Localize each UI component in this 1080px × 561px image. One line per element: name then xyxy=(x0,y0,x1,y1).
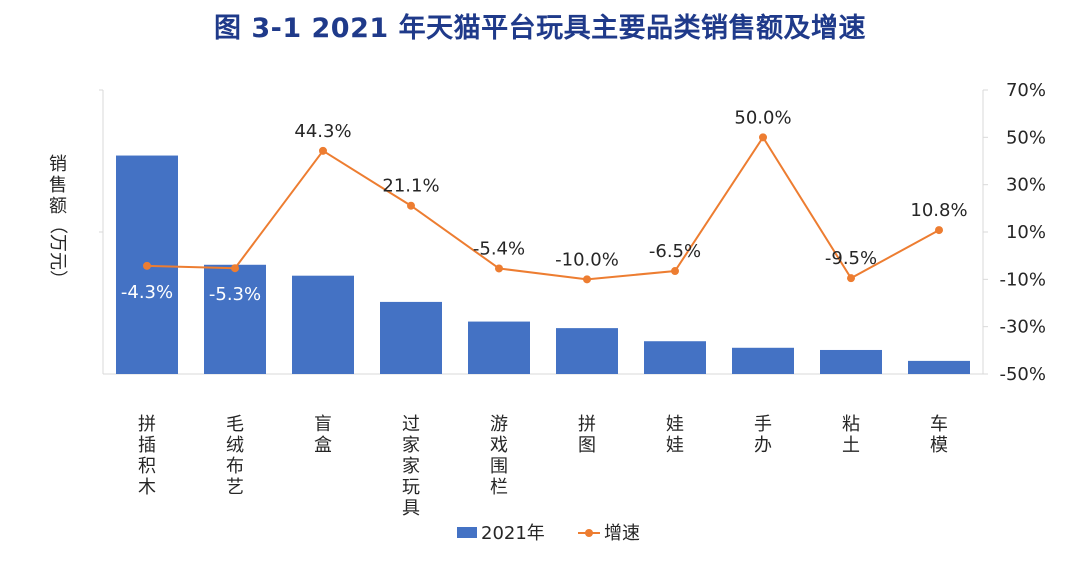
data-labels: -4.3% -5.3% 44.3% 21.1% -5.4% -10.0% -6.5% 50.0… xyxy=(121,107,968,305)
bar xyxy=(292,275,354,374)
y-right-tick-label: -30% xyxy=(999,317,1046,338)
growth-data-label: 50.0% xyxy=(734,107,791,128)
bar xyxy=(380,301,442,374)
category-label: 毛绒布艺 xyxy=(226,414,244,498)
category-label: 手办 xyxy=(754,414,772,456)
growth-data-label: -6.5% xyxy=(649,241,701,262)
category-label: 娃娃 xyxy=(666,414,684,456)
y-axis-unit: （万元） xyxy=(47,216,68,288)
y-right-tick-label: 70% xyxy=(1006,80,1046,101)
line-point xyxy=(583,275,591,284)
y-axis-label: 销售额（万元） xyxy=(47,154,68,288)
axes: 70% 50% 30% 10% -10% -30% -50% xyxy=(99,80,1046,385)
category-label: 拼图 xyxy=(578,414,596,456)
growth-data-label: -5.3% xyxy=(209,284,261,305)
category-label: 车模 xyxy=(930,414,948,456)
legend-bar-label: 2021年 xyxy=(481,523,545,544)
growth-data-label: -9.5% xyxy=(825,248,877,269)
bar xyxy=(908,360,970,374)
bar xyxy=(204,264,266,374)
growth-data-label: -10.0% xyxy=(555,249,619,270)
category-label: 盲盒 xyxy=(314,414,332,456)
line-point xyxy=(847,274,855,283)
line-point xyxy=(671,267,679,276)
legend-bar-swatch xyxy=(457,527,477,538)
bar xyxy=(820,349,882,374)
growth-data-label: 44.3% xyxy=(294,121,351,142)
growth-line xyxy=(143,133,943,284)
growth-data-label: 10.8% xyxy=(910,200,967,221)
line-point xyxy=(759,133,767,142)
growth-data-label: 21.1% xyxy=(382,176,439,197)
line-point xyxy=(143,261,151,270)
chart-title: 图 3-1 2021 年天猫平台玩具主要品类销售额及增速 xyxy=(213,13,867,44)
legend-line-label: 增速 xyxy=(604,523,640,544)
y-right-tick-label: 30% xyxy=(1006,175,1046,196)
y-right-tick-label: -10% xyxy=(999,269,1046,290)
bars xyxy=(116,155,970,374)
line-point xyxy=(495,264,503,273)
y-right-tick-label: -50% xyxy=(999,364,1046,385)
legend: 2021年 增速 xyxy=(457,523,640,544)
bar xyxy=(468,321,530,374)
bar xyxy=(644,341,706,374)
bar xyxy=(556,328,618,374)
growth-data-label: -5.4% xyxy=(473,238,525,259)
growth-data-label: -4.3% xyxy=(121,282,173,303)
y-right-tick-label: 10% xyxy=(1006,222,1046,243)
line-point xyxy=(319,146,327,155)
category-labels: 拼插积木 毛绒布艺 盲盒 过家家玩具 游戏围栏 拼图 娃娃 手办 粘土 车模 xyxy=(138,414,948,519)
category-label: 拼插积木 xyxy=(138,414,156,498)
category-label: 过家家玩具 xyxy=(402,414,420,519)
line-point xyxy=(935,226,943,235)
line-point xyxy=(407,201,415,210)
legend-line-marker xyxy=(585,529,593,537)
category-label: 游戏围栏 xyxy=(490,414,508,498)
bar xyxy=(732,347,794,374)
y-axis-title: 销售额 xyxy=(49,154,67,217)
line-point xyxy=(231,264,239,273)
growth-line-path xyxy=(146,135,940,281)
y-right-tick-label: 50% xyxy=(1006,127,1046,148)
category-label: 粘土 xyxy=(842,414,860,456)
